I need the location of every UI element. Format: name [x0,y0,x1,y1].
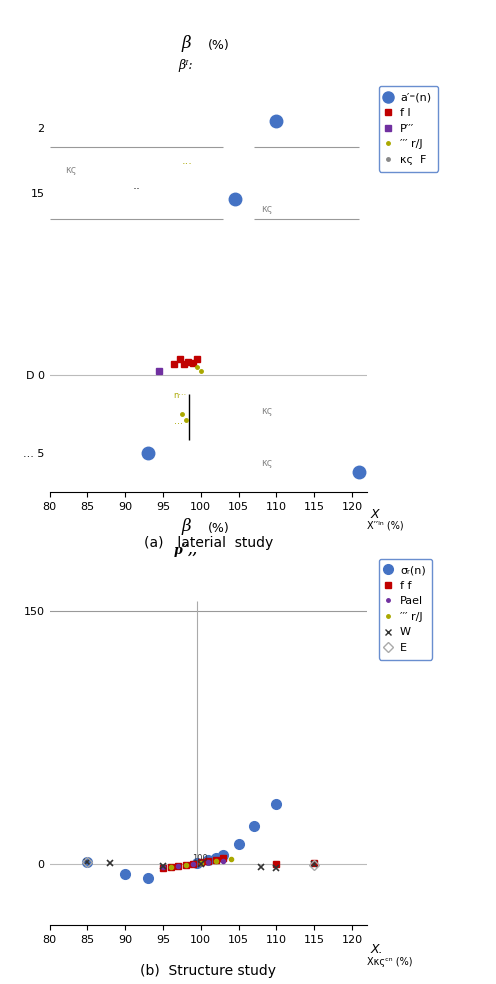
Text: (b)  Structure study: (b) Structure study [140,964,276,978]
Text: β: β [181,35,191,52]
Text: κς: κς [64,165,76,175]
Text: X′′ᴵⁿ (%): X′′ᴵⁿ (%) [367,521,404,530]
Text: ···: ··· [182,158,193,168]
Text: X: X [370,508,379,522]
Text: p′′,,: p′′,, [174,543,198,557]
Text: 100: 100 [191,854,207,863]
Text: Xκςᶜⁿ (%): Xκςᶜⁿ (%) [367,956,413,967]
Text: n···: n··· [173,392,186,400]
Text: β: β [181,519,191,535]
Text: βᴵ:: βᴵ: [179,59,193,73]
Text: (%): (%) [208,523,230,535]
Legend: σᵣ(n), f f, Pael, ′′′ r/J, W, E: σᵣ(n), f f, Pael, ′′′ r/J, W, E [379,559,433,659]
Text: κς: κς [261,458,273,468]
Text: ··: ·· [133,183,141,196]
Text: X.: X. [370,943,383,955]
Legend: a′⁼(n), f l, P′′′, ′′′ r/J, κς  F: a′⁼(n), f l, P′′′, ′′′ r/J, κς F [379,86,438,171]
Text: (%): (%) [208,39,230,52]
Text: (a) laterial  study: (a) laterial study [144,536,273,550]
Text: ···: ··· [174,419,184,429]
Text: κς: κς [261,406,273,416]
Text: κς: κς [261,205,273,215]
